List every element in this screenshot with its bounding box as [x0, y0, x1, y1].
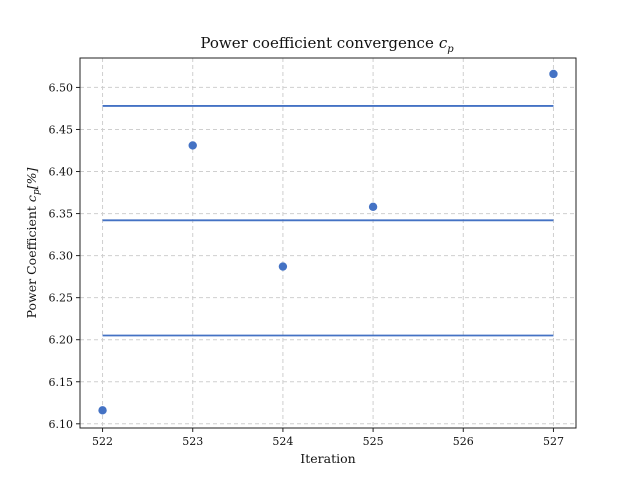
x-tick-label-0: 522	[92, 435, 113, 448]
x-tick-label-4: 526	[453, 435, 474, 448]
data-point-0-0	[98, 406, 107, 415]
y-axis-label-unit: [%]	[24, 168, 39, 190]
y-tick-label-6: 6.40	[49, 166, 74, 179]
y-axis-ticks: 6.10 6.15 6.20 6.25 6.30 6.35 6.40 6.45 6.50	[49, 81, 80, 431]
y-tick-label-2: 6.20	[49, 334, 74, 347]
x-tick-label-1: 523	[182, 435, 203, 448]
data-point-0-1	[188, 141, 197, 150]
chart-title-subscript: p	[447, 44, 454, 55]
y-axis-label-subscript: p	[32, 189, 42, 195]
y-tick-label-7: 6.45	[49, 123, 74, 136]
grid-layer	[80, 58, 576, 428]
x-tick-label-3: 525	[363, 435, 384, 448]
y-tick-label-4: 6.30	[49, 250, 74, 263]
data-points	[98, 69, 558, 415]
reference-lines	[102, 105, 554, 337]
data-point-0-3	[368, 202, 378, 212]
data-point-0-2	[278, 262, 288, 271]
y-tick-label-5: 6.35	[49, 208, 74, 221]
y-axis-label-text: Power Coefficient	[24, 206, 39, 318]
chart-title-symbol: c	[439, 34, 448, 52]
chart-title: Power coefficient convergence cp	[200, 34, 454, 55]
y-axis-label-symbol: c	[24, 195, 39, 202]
chart-title-text: Power coefficient convergence	[200, 34, 434, 52]
plot-frame	[79, 57, 577, 429]
y-tick-label-8: 6.50	[49, 81, 74, 94]
x-axis-ticks: 522 523 524 525 526 527	[92, 428, 564, 448]
data-point-0-4	[549, 69, 558, 79]
y-tick-label-1: 6.15	[49, 376, 74, 389]
x-tick-label-5: 527	[543, 435, 564, 448]
x-tick-label-2: 524	[272, 435, 293, 448]
y-tick-label-3: 6.25	[49, 292, 74, 305]
y-tick-label-0: 6.10	[49, 418, 74, 431]
y-axis-label: Power Coefficient cp[%]	[24, 168, 42, 319]
x-axis-label: Iteration	[300, 451, 355, 466]
